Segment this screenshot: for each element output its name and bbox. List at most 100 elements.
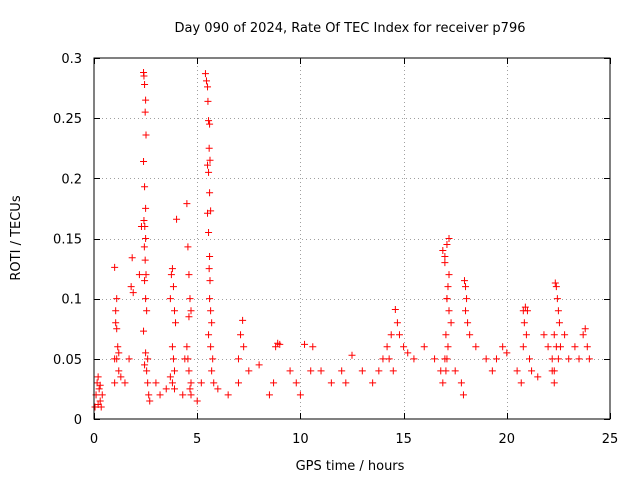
data-point (526, 355, 534, 363)
x-tick-labels: 0 5 10 15 20 25 (90, 432, 618, 447)
data-point (513, 367, 521, 375)
data-point (114, 343, 122, 351)
data-point (184, 355, 192, 363)
data-point (142, 235, 150, 242)
data-point (141, 183, 149, 191)
data-point (206, 156, 214, 164)
data-point (141, 277, 149, 285)
data-point (447, 319, 455, 327)
data-point (205, 228, 213, 236)
data-point (385, 355, 393, 363)
data-point (206, 120, 214, 128)
data-point (358, 367, 366, 375)
data-point (234, 355, 242, 363)
data-point (111, 379, 119, 387)
data-point (441, 253, 449, 261)
data-point (172, 319, 180, 327)
data-point (197, 379, 205, 387)
plot-frame (93, 57, 611, 420)
data-point (444, 283, 452, 291)
data-point (144, 355, 152, 363)
data-point (141, 222, 149, 230)
data-point (206, 253, 214, 261)
data-point (579, 331, 587, 339)
data-point (128, 254, 136, 262)
data-point (96, 397, 104, 405)
data-point (113, 325, 121, 333)
data-point (186, 385, 194, 393)
data-point (420, 343, 428, 351)
data-point (301, 340, 309, 348)
data-point (140, 243, 148, 251)
x-tick-label: 10 (292, 432, 309, 447)
y-axis-label: ROTI / TECUs (9, 195, 24, 280)
y-tick-label: 0 (74, 413, 82, 428)
data-point (555, 319, 563, 327)
y-tick-label: 0.25 (53, 112, 82, 127)
data-point (239, 316, 247, 324)
data-point (550, 379, 558, 387)
y-tick-label: 0.3 (61, 52, 82, 67)
data-point (517, 379, 525, 387)
data-point (553, 295, 561, 303)
data-point (445, 235, 453, 242)
data-point (443, 295, 451, 303)
data-point (445, 271, 453, 279)
data-point (187, 307, 195, 315)
data-point (551, 279, 559, 287)
data-point (400, 343, 408, 351)
data-point (548, 367, 556, 375)
data-point (166, 373, 174, 381)
data-point (170, 367, 178, 375)
data-point (205, 144, 213, 152)
data-point (184, 243, 192, 251)
data-point (540, 331, 548, 339)
data-point (391, 305, 399, 313)
data-point (166, 295, 174, 303)
data-point (205, 265, 213, 273)
data-point (208, 319, 216, 327)
data-point (439, 247, 447, 255)
data-point (292, 379, 300, 387)
data-point (492, 355, 500, 363)
data-point (499, 343, 507, 351)
data-point (583, 343, 591, 351)
data-point (204, 97, 212, 105)
data-point (431, 355, 439, 363)
data-point (488, 367, 496, 375)
data-point (552, 283, 560, 291)
data-point (441, 259, 449, 267)
data-point (168, 265, 176, 273)
data-point (113, 355, 121, 363)
data-point (240, 343, 248, 351)
data-point (204, 83, 212, 91)
chart-title: Day 090 of 2024, Rate Of TEC Index for r… (175, 21, 526, 36)
data-point (202, 77, 210, 85)
data-point (443, 355, 451, 363)
data-point (520, 319, 528, 327)
data-point (375, 367, 383, 375)
data-point (170, 385, 178, 393)
data-point (265, 391, 273, 399)
data-point (237, 331, 245, 339)
data-point (141, 256, 149, 264)
data-point (170, 307, 178, 315)
data-point (309, 343, 317, 351)
data-point (521, 303, 529, 311)
data-point (127, 283, 135, 291)
data-point (112, 307, 120, 315)
data-point (183, 343, 191, 351)
data-point (383, 343, 391, 351)
x-tick-label: 0 (90, 432, 98, 447)
data-point (464, 319, 472, 327)
data-point (141, 80, 149, 88)
grid-lines (94, 58, 610, 419)
data-point (205, 117, 213, 125)
data-point (95, 385, 103, 393)
data-point (121, 379, 129, 387)
data-point (307, 367, 315, 375)
x-tick-label: 15 (395, 432, 412, 447)
data-point (185, 271, 193, 279)
y-tick-labels: 0 0.05 0.1 0.15 0.2 0.25 0.3 (53, 52, 82, 428)
